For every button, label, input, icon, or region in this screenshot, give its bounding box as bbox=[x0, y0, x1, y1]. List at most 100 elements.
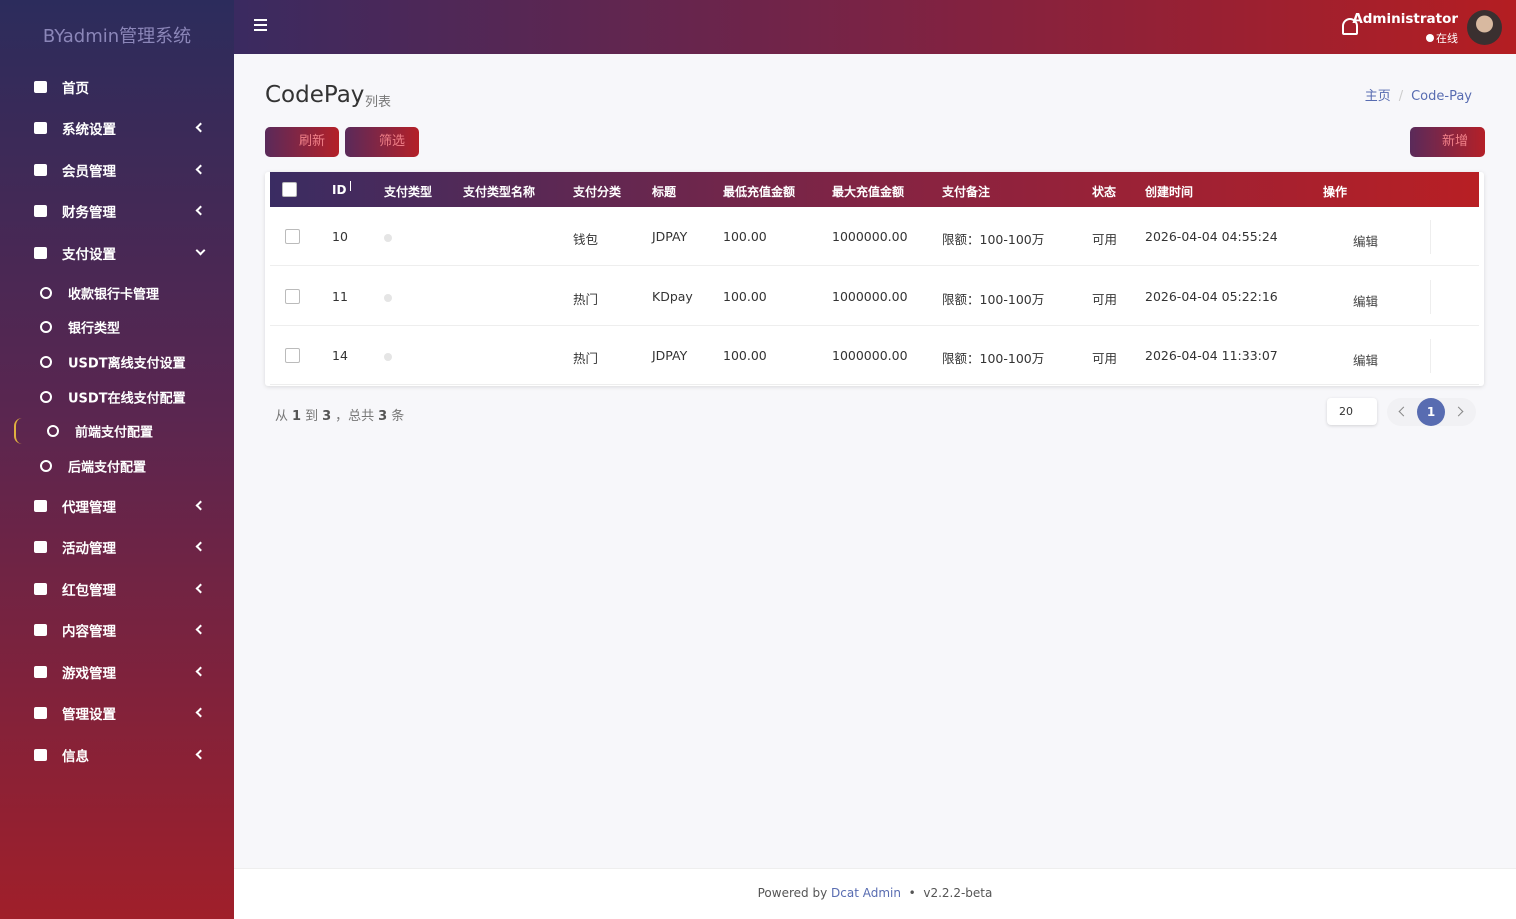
row-checkbox[interactable] bbox=[285, 288, 300, 304]
menu-item[interactable]: 支付设置 bbox=[0, 232, 234, 274]
menu-arrow bbox=[195, 205, 206, 216]
menu-item[interactable]: 代理管理 bbox=[0, 485, 234, 527]
menu-label: 红包管理 bbox=[62, 582, 116, 599]
submenu-item[interactable]: 前端支付配置 bbox=[0, 414, 234, 449]
row-checkbox[interactable] bbox=[285, 229, 300, 244]
avatar[interactable] bbox=[1467, 10, 1502, 45]
edit-link[interactable]: 编辑 bbox=[1353, 353, 1379, 368]
table-row: 10 钱包 JDPAY 100.00 1000000.00 限额：100-100万 可用 20… bbox=[270, 207, 1479, 266]
menu-label: USDT在线支付配置 bbox=[68, 391, 186, 407]
menu-icon bbox=[34, 707, 47, 720]
menu-icon bbox=[34, 748, 47, 761]
menu-label: 首页 bbox=[62, 80, 89, 97]
cell-category: 钱包 bbox=[573, 232, 599, 247]
cell-note: 限额：100-100万 bbox=[942, 291, 1045, 307]
menu-toggle[interactable] bbox=[254, 19, 267, 31]
column-header: 创建时间 bbox=[1145, 185, 1194, 199]
cell-max: 1000000.00 bbox=[832, 348, 908, 363]
column-header: 支付类型名称 bbox=[463, 185, 536, 199]
menu-arrow bbox=[195, 583, 206, 594]
cell-created: 2026-04-04 11:33:07 bbox=[1145, 348, 1278, 363]
cell-max: 1000000.00 bbox=[832, 229, 908, 244]
cell-status: 可用 bbox=[1092, 291, 1118, 307]
column-header: 标题 bbox=[652, 185, 677, 199]
divider bbox=[1430, 279, 1431, 314]
cell-id: 11 bbox=[332, 288, 348, 304]
menu-item[interactable]: 管理设置 bbox=[0, 693, 234, 735]
menu-label: 信息 bbox=[62, 748, 89, 765]
menu-label: 内容管理 bbox=[62, 624, 116, 641]
menu-label: 支付设置 bbox=[62, 246, 116, 263]
pay-type-icon bbox=[384, 353, 392, 361]
breadcrumb: 主页 / Code-Pay bbox=[1365, 85, 1472, 104]
summary-part: 到 bbox=[305, 409, 319, 424]
menu-icon bbox=[34, 163, 47, 176]
cell-title: KDpay bbox=[652, 288, 693, 304]
cell-title: JDPAY bbox=[652, 348, 688, 363]
menu-arrow bbox=[195, 624, 206, 635]
submenu-item[interactable]: 收款银行卡管理 bbox=[0, 276, 234, 311]
menu-item[interactable]: 首页 bbox=[0, 66, 234, 108]
menu-icon bbox=[40, 355, 52, 368]
menu-icon bbox=[34, 541, 47, 554]
create-button[interactable]: 新增 bbox=[1410, 127, 1485, 157]
menu-item[interactable]: 信息 bbox=[0, 734, 234, 776]
cell-category: 热门 bbox=[573, 291, 599, 307]
submenu-item[interactable]: USDT在线支付配置 bbox=[0, 379, 234, 414]
summary-part: 条 bbox=[391, 409, 405, 424]
menu-item[interactable]: 系统设置 bbox=[0, 108, 234, 150]
notifications[interactable] bbox=[1342, 18, 1358, 35]
menu-icon bbox=[34, 205, 47, 218]
submenu-item[interactable]: 后端支付配置 bbox=[0, 449, 234, 484]
select-all[interactable] bbox=[282, 182, 297, 197]
column-header: 支付类型 bbox=[384, 185, 433, 199]
menu-icon bbox=[34, 80, 47, 93]
brand[interactable]: BYadmin管理系统 bbox=[42, 26, 192, 47]
column-header[interactable]: ID bbox=[332, 183, 347, 197]
refresh-button[interactable]: 刷新 bbox=[265, 127, 339, 157]
menu-icon bbox=[34, 665, 47, 678]
menu-arrow bbox=[195, 707, 206, 718]
filter-button[interactable]: 筛选 bbox=[345, 127, 419, 157]
submenu-item[interactable]: USDT离线支付设置 bbox=[0, 345, 234, 380]
page-number[interactable]: 1 bbox=[1417, 398, 1445, 426]
menu-arrow bbox=[195, 122, 206, 133]
menu-item[interactable]: 红包管理 bbox=[0, 568, 234, 610]
summary-part: 1 bbox=[292, 409, 302, 424]
menu-label: 系统设置 bbox=[62, 122, 116, 139]
per-page-select[interactable]: 20 bbox=[1327, 398, 1377, 425]
row-checkbox[interactable] bbox=[285, 348, 300, 363]
menu-label: 活动管理 bbox=[62, 541, 116, 558]
user-status: 在线 bbox=[1426, 30, 1458, 46]
page-subtitle: 列表 bbox=[365, 95, 392, 110]
menu-arrow bbox=[195, 245, 206, 256]
menu-icon bbox=[34, 499, 47, 512]
pagination: 1 bbox=[1387, 398, 1476, 426]
cell-status: 可用 bbox=[1092, 232, 1118, 247]
menu-item[interactable]: 财务管理 bbox=[0, 191, 234, 233]
submenu-item[interactable]: 银行类型 bbox=[0, 310, 234, 345]
separator: / bbox=[1398, 89, 1404, 104]
menu-item[interactable]: 内容管理 bbox=[0, 610, 234, 652]
edit-link[interactable]: 编辑 bbox=[1353, 234, 1379, 249]
sort-icon[interactable] bbox=[350, 181, 356, 191]
menu-label: 收款银行卡管理 bbox=[68, 287, 160, 303]
cell-min: 100.00 bbox=[723, 348, 767, 363]
breadcrumb-home[interactable]: 主页 bbox=[1364, 89, 1391, 104]
cell-category: 热门 bbox=[573, 351, 599, 366]
dcat-link[interactable]: Dcat Admin bbox=[831, 886, 901, 900]
menu-item[interactable]: 会员管理 bbox=[0, 149, 234, 191]
menu-item[interactable]: 游戏管理 bbox=[0, 651, 234, 693]
cell-created: 2026-04-04 04:55:24 bbox=[1145, 229, 1278, 244]
menu-label: USDT离线支付设置 bbox=[68, 356, 186, 372]
menu-label: 管理设置 bbox=[62, 707, 116, 724]
user-name[interactable]: Administrator bbox=[1352, 11, 1458, 27]
menu-icon bbox=[40, 321, 52, 334]
next-page[interactable] bbox=[1453, 406, 1464, 417]
edit-link[interactable]: 编辑 bbox=[1353, 293, 1379, 309]
menu-label: 财务管理 bbox=[62, 205, 116, 222]
prev-page[interactable] bbox=[1398, 406, 1409, 417]
menu-item[interactable]: 活动管理 bbox=[0, 527, 234, 569]
menu-arrow bbox=[195, 541, 206, 552]
